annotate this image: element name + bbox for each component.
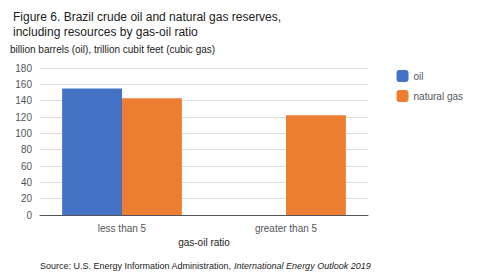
svg-text:60: 60 — [21, 161, 33, 172]
svg-text:natural gas: natural gas — [414, 91, 463, 102]
svg-text:80: 80 — [21, 144, 33, 155]
svg-text:greater than 5: greater than 5 — [255, 223, 318, 234]
svg-text:100: 100 — [15, 128, 32, 139]
svg-text:120: 120 — [15, 112, 32, 123]
svg-text:billion barrels (oil), trillio: billion barrels (oil), trillion cubit fe… — [10, 44, 215, 55]
svg-text:Figure 6. Brazil crude oil and: Figure 6. Brazil crude oil and natural g… — [13, 10, 281, 24]
svg-text:Source: U.S. Energy Informatio: Source: U.S. Energy Information Administ… — [40, 261, 231, 271]
svg-text:less than 5: less than 5 — [98, 223, 147, 234]
svg-text:40: 40 — [21, 177, 33, 188]
svg-text:including resources by gas-oil: including resources by gas-oil ratio — [13, 25, 198, 39]
svg-text:International Energy Outlook 2: International Energy Outlook 2019 — [234, 261, 371, 271]
svg-text:0: 0 — [26, 210, 32, 221]
svg-text:20: 20 — [21, 193, 33, 204]
svg-text:180: 180 — [15, 63, 32, 74]
svg-text:140: 140 — [15, 95, 32, 106]
svg-text:gas-oil ratio: gas-oil ratio — [178, 237, 230, 248]
svg-text:oil: oil — [414, 71, 424, 82]
svg-text:160: 160 — [15, 79, 32, 90]
